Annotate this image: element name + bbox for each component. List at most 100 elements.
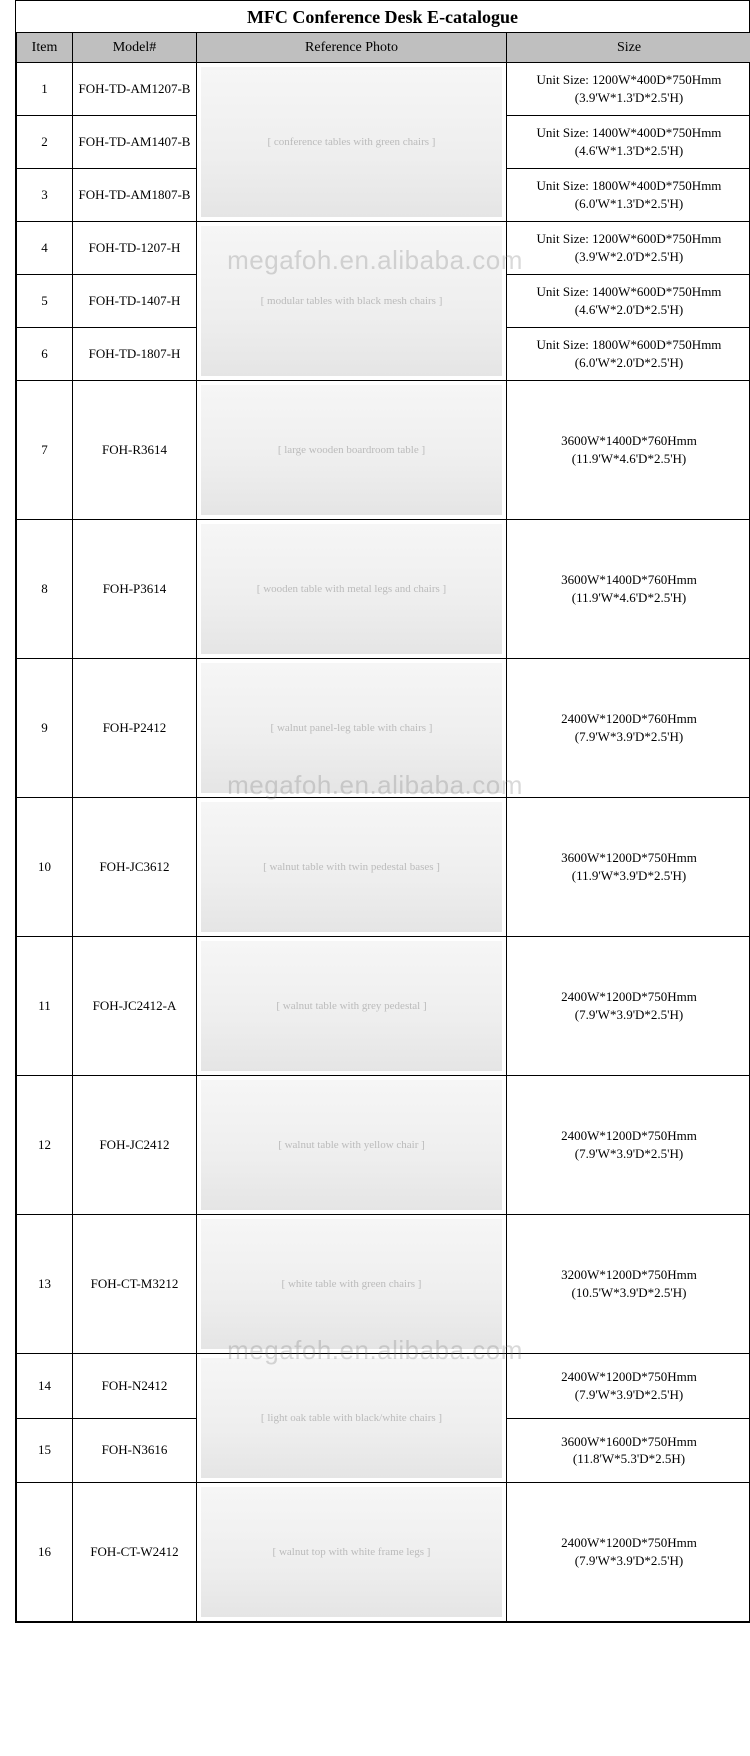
model-cell: FOH-CT-M3212 <box>73 1215 197 1354</box>
header-size: Size <box>507 33 750 63</box>
catalogue-container: MFC Conference Desk E-catalogue Item Mod… <box>15 0 750 1623</box>
size-line-1: Unit Size: 1200W*600D*750Hmm <box>511 230 747 248</box>
size-line-2: (11.9'W*4.6'D*2.5'H) <box>511 589 747 607</box>
model-cell: FOH-JC2412 <box>73 1076 197 1215</box>
reference-photo-cell: [ conference tables with green chairs ] <box>197 63 507 222</box>
size-line-2: (11.9'W*4.6'D*2.5'H) <box>511 450 747 468</box>
product-photo-placeholder: [ white table with green chairs ] <box>201 1219 502 1349</box>
table-row: 16FOH-CT-W2412[ walnut top with white fr… <box>17 1483 750 1622</box>
item-cell: 9 <box>17 659 73 798</box>
size-line-1: Unit Size: 1400W*400D*750Hmm <box>511 124 747 142</box>
size-cell: 2400W*1200D*750Hmm(7.9'W*3.9'D*2.5'H) <box>507 1076 750 1215</box>
reference-photo-cell: [ walnut table with yellow chair ] <box>197 1076 507 1215</box>
model-cell: FOH-TD-1807-H <box>73 328 197 381</box>
item-cell: 15 <box>17 1418 73 1483</box>
size-cell: 3200W*1200D*750Hmm(10.5'W*3.9'D*2.5'H) <box>507 1215 750 1354</box>
size-cell: 3600W*1600D*750Hmm(11.8'W*5.3'D*2.5H) <box>507 1418 750 1483</box>
size-cell: 3600W*1400D*760Hmm(11.9'W*4.6'D*2.5'H) <box>507 520 750 659</box>
item-cell: 2 <box>17 116 73 169</box>
item-cell: 6 <box>17 328 73 381</box>
size-line-2: (4.6'W*1.3'D*2.5'H) <box>511 142 747 160</box>
size-line-1: Unit Size: 1400W*600D*750Hmm <box>511 283 747 301</box>
size-line-2: (6.0'W*1.3'D*2.5'H) <box>511 195 747 213</box>
size-cell: 2400W*1200D*760Hmm(7.9'W*3.9'D*2.5'H) <box>507 659 750 798</box>
size-line-2: (6.0'W*2.0'D*2.5'H) <box>511 354 747 372</box>
table-row: 13FOH-CT-M3212[ white table with green c… <box>17 1215 750 1354</box>
size-line-1: Unit Size: 1800W*600D*750Hmm <box>511 336 747 354</box>
size-line-2: (7.9'W*3.9'D*2.5'H) <box>511 1552 747 1570</box>
item-cell: 10 <box>17 798 73 937</box>
table-row: 11FOH-JC2412-A[ walnut table with grey p… <box>17 937 750 1076</box>
model-cell: FOH-JC2412-A <box>73 937 197 1076</box>
model-cell: FOH-R3614 <box>73 381 197 520</box>
size-line-1: 3200W*1200D*750Hmm <box>511 1266 747 1284</box>
item-cell: 3 <box>17 169 73 222</box>
model-cell: FOH-TD-AM1207-B <box>73 63 197 116</box>
size-line-1: 2400W*1200D*760Hmm <box>511 710 747 728</box>
table-row: 14FOH-N2412[ light oak table with black/… <box>17 1354 750 1419</box>
model-cell: FOH-N2412 <box>73 1354 197 1419</box>
model-cell: FOH-TD-AM1807-B <box>73 169 197 222</box>
model-cell: FOH-CT-W2412 <box>73 1483 197 1622</box>
item-cell: 12 <box>17 1076 73 1215</box>
reference-photo-cell: [ white table with green chairs ] <box>197 1215 507 1354</box>
size-line-2: (7.9'W*3.9'D*2.5'H) <box>511 1386 747 1404</box>
table-row: 9FOH-P2412[ walnut panel-leg table with … <box>17 659 750 798</box>
table-header-row: Item Model# Reference Photo Size <box>17 33 750 63</box>
size-line-1: 2400W*1200D*750Hmm <box>511 1127 747 1145</box>
product-photo-placeholder: [ wooden table with metal legs and chair… <box>201 524 502 654</box>
reference-photo-cell: [ walnut panel-leg table with chairs ] <box>197 659 507 798</box>
header-model: Model# <box>73 33 197 63</box>
table-row: 12FOH-JC2412[ walnut table with yellow c… <box>17 1076 750 1215</box>
item-cell: 1 <box>17 63 73 116</box>
page-title: MFC Conference Desk E-catalogue <box>16 1 749 32</box>
size-line-1: Unit Size: 1200W*400D*750Hmm <box>511 71 747 89</box>
table-row: 10FOH-JC3612[ walnut table with twin ped… <box>17 798 750 937</box>
size-line-2: (7.9'W*3.9'D*2.5'H) <box>511 1145 747 1163</box>
header-item: Item <box>17 33 73 63</box>
reference-photo-cell: [ walnut table with grey pedestal ] <box>197 937 507 1076</box>
header-photo: Reference Photo <box>197 33 507 63</box>
model-cell: FOH-JC3612 <box>73 798 197 937</box>
product-photo-placeholder: [ walnut panel-leg table with chairs ] <box>201 663 502 793</box>
size-line-1: 2400W*1200D*750Hmm <box>511 1534 747 1552</box>
product-photo-placeholder: [ walnut table with twin pedestal bases … <box>201 802 502 932</box>
reference-photo-cell: [ walnut top with white frame legs ] <box>197 1483 507 1622</box>
size-line-1: Unit Size: 1800W*400D*750Hmm <box>511 177 747 195</box>
item-cell: 4 <box>17 222 73 275</box>
size-line-2: (3.9'W*2.0'D*2.5'H) <box>511 248 747 266</box>
size-cell: Unit Size: 1200W*600D*750Hmm(3.9'W*2.0'D… <box>507 222 750 275</box>
reference-photo-cell: [ light oak table with black/white chair… <box>197 1354 507 1483</box>
model-cell: FOH-N3616 <box>73 1418 197 1483</box>
size-line-1: 3600W*1400D*760Hmm <box>511 432 747 450</box>
table-row: 8FOH-P3614[ wooden table with metal legs… <box>17 520 750 659</box>
product-photo-placeholder: [ walnut top with white frame legs ] <box>201 1487 502 1617</box>
reference-photo-cell: [ modular tables with black mesh chairs … <box>197 222 507 381</box>
product-photo-placeholder: [ modular tables with black mesh chairs … <box>201 226 502 376</box>
reference-photo-cell: [ wooden table with metal legs and chair… <box>197 520 507 659</box>
reference-photo-cell: [ walnut table with twin pedestal bases … <box>197 798 507 937</box>
product-photo-placeholder: [ walnut table with grey pedestal ] <box>201 941 502 1071</box>
size-cell: Unit Size: 1200W*400D*750Hmm(3.9'W*1.3'D… <box>507 63 750 116</box>
catalogue-table: Item Model# Reference Photo Size 1FOH-TD… <box>16 32 750 1622</box>
size-line-2: (4.6'W*2.0'D*2.5'H) <box>511 301 747 319</box>
size-line-2: (7.9'W*3.9'D*2.5'H) <box>511 1006 747 1024</box>
model-cell: FOH-TD-AM1407-B <box>73 116 197 169</box>
size-line-2: (3.9'W*1.3'D*2.5'H) <box>511 89 747 107</box>
size-line-2: (7.9'W*3.9'D*2.5'H) <box>511 728 747 746</box>
item-cell: 5 <box>17 275 73 328</box>
size-cell: 2400W*1200D*750Hmm(7.9'W*3.9'D*2.5'H) <box>507 1483 750 1622</box>
size-cell: 3600W*1200D*750Hmm(11.9'W*3.9'D*2.5'H) <box>507 798 750 937</box>
table-row: 4FOH-TD-1207-H[ modular tables with blac… <box>17 222 750 275</box>
reference-photo-cell: [ large wooden boardroom table ] <box>197 381 507 520</box>
size-cell: Unit Size: 1400W*400D*750Hmm(4.6'W*1.3'D… <box>507 116 750 169</box>
model-cell: FOH-P2412 <box>73 659 197 798</box>
product-photo-placeholder: [ conference tables with green chairs ] <box>201 67 502 217</box>
size-line-1: 2400W*1200D*750Hmm <box>511 988 747 1006</box>
item-cell: 16 <box>17 1483 73 1622</box>
size-line-2: (10.5'W*3.9'D*2.5'H) <box>511 1284 747 1302</box>
table-row: 7FOH-R3614[ large wooden boardroom table… <box>17 381 750 520</box>
item-cell: 11 <box>17 937 73 1076</box>
size-cell: 2400W*1200D*750Hmm(7.9'W*3.9'D*2.5'H) <box>507 1354 750 1419</box>
model-cell: FOH-TD-1207-H <box>73 222 197 275</box>
